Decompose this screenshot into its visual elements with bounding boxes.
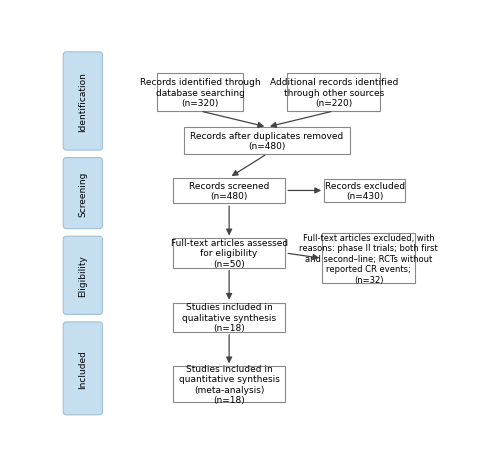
Text: Identification: Identification <box>78 72 88 131</box>
FancyBboxPatch shape <box>64 158 102 229</box>
FancyBboxPatch shape <box>64 322 102 415</box>
Text: Records screened
(n=480): Records screened (n=480) <box>189 181 270 201</box>
Text: Full-text articles excluded, with
reasons: phase II trials; both first
and secon: Full-text articles excluded, with reason… <box>299 233 438 284</box>
FancyBboxPatch shape <box>64 237 102 315</box>
FancyBboxPatch shape <box>173 178 286 204</box>
Text: Records excluded
(n=430): Records excluded (n=430) <box>324 181 405 201</box>
Text: Eligibility: Eligibility <box>78 255 88 297</box>
FancyBboxPatch shape <box>287 74 380 112</box>
Text: Studies included in
quantitative synthesis
(meta-analysis)
(n=18): Studies included in quantitative synthes… <box>178 364 280 404</box>
FancyBboxPatch shape <box>158 74 242 112</box>
FancyBboxPatch shape <box>173 239 286 268</box>
FancyBboxPatch shape <box>173 303 286 332</box>
Text: Additional records identified
through other sources
(n=220): Additional records identified through ot… <box>270 78 398 108</box>
Text: Screening: Screening <box>78 171 88 216</box>
FancyBboxPatch shape <box>64 53 102 151</box>
FancyBboxPatch shape <box>324 180 406 203</box>
Text: Records after duplicates removed
(n=480): Records after duplicates removed (n=480) <box>190 131 344 151</box>
FancyBboxPatch shape <box>322 234 415 284</box>
Text: Full-text articles assessed
for eligibility
(n=50): Full-text articles assessed for eligibil… <box>170 238 288 268</box>
FancyBboxPatch shape <box>184 128 350 155</box>
Text: Studies included in
qualitative synthesis
(n=18): Studies included in qualitative synthesi… <box>182 303 276 332</box>
Text: Records identified through
database searching
(n=320): Records identified through database sear… <box>140 78 260 108</box>
Text: Included: Included <box>78 349 88 388</box>
FancyBboxPatch shape <box>173 366 286 402</box>
